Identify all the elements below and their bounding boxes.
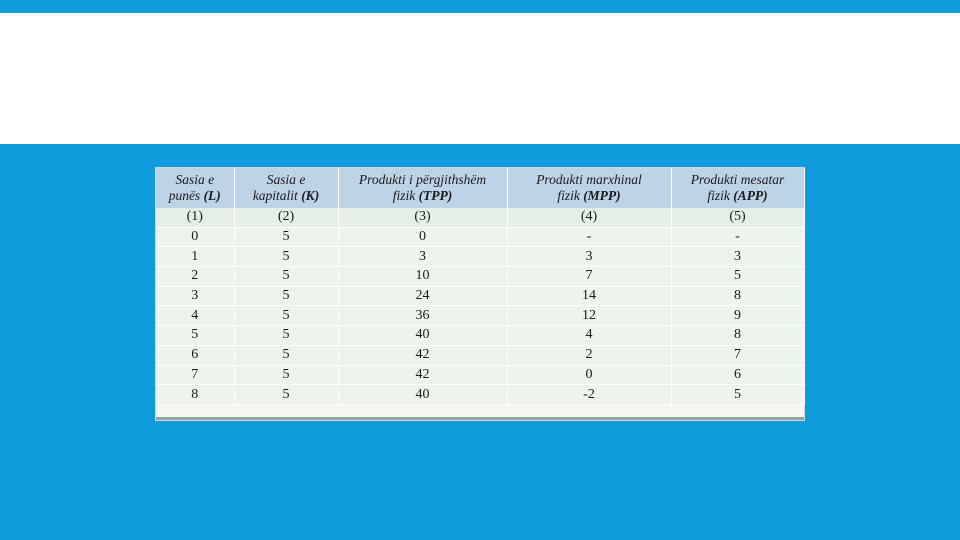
table-row: 5 5 40 4 8 bbox=[156, 325, 805, 346]
table-cell: 8 bbox=[671, 286, 805, 307]
table-cell: 42 bbox=[338, 365, 508, 386]
table-cell: 7 bbox=[671, 345, 805, 366]
column-number: (4) bbox=[507, 208, 672, 228]
header-marginal-product: Produkti marxhinal fizik (MPP) bbox=[507, 168, 672, 208]
table-cell: 3 bbox=[338, 246, 508, 268]
table-cell: 6 bbox=[671, 365, 805, 386]
table-cell: 3 bbox=[156, 286, 235, 307]
table-row: 4 5 36 12 9 bbox=[156, 305, 805, 327]
table-cell: 0 bbox=[156, 227, 235, 248]
table-cell: 3 bbox=[507, 246, 672, 268]
table-cell: 7 bbox=[507, 266, 672, 287]
table-cell: 10 bbox=[338, 266, 508, 287]
table-cell: 2 bbox=[507, 345, 672, 366]
table-cell: 3 bbox=[671, 246, 805, 268]
table-cell: 6 bbox=[156, 345, 235, 366]
table-row: 7 5 42 0 6 bbox=[156, 365, 805, 386]
table-cell: 40 bbox=[338, 325, 508, 346]
table-cell: 8 bbox=[671, 325, 805, 346]
table-cell: 9 bbox=[671, 305, 805, 327]
table-cell: -2 bbox=[507, 384, 672, 405]
table-row: 2 5 10 7 5 bbox=[156, 266, 805, 287]
table-cell: 42 bbox=[338, 345, 508, 366]
table-cell: 7 bbox=[156, 365, 235, 386]
table-cell: 5 bbox=[234, 227, 339, 248]
table-cell: 4 bbox=[507, 325, 672, 346]
production-table-image: Sasia e punës (L) Sasia e kapitalit (K) … bbox=[156, 168, 805, 420]
table-cell: 5 bbox=[234, 305, 339, 327]
table-cell: 24 bbox=[338, 286, 508, 307]
header-capital: Sasia e kapitalit (K) bbox=[234, 168, 339, 208]
table-cell: 5 bbox=[234, 286, 339, 307]
table-cell: 5 bbox=[234, 345, 339, 366]
table-bottom-rule bbox=[156, 417, 804, 420]
table-cell: 5 bbox=[234, 266, 339, 287]
table-cell: 0 bbox=[507, 365, 672, 386]
table-cell: 5 bbox=[234, 384, 339, 405]
header-average-product: Produkti mesatar fizik (APP) bbox=[671, 168, 805, 208]
table-cell: - bbox=[507, 227, 672, 248]
header-total-product: Produkti i përgjithshëm fizik (TPP) bbox=[338, 168, 508, 208]
table-cell: 36 bbox=[338, 305, 508, 327]
table-row: 6 5 42 2 7 bbox=[156, 345, 805, 366]
table-row: 3 5 24 14 8 bbox=[156, 286, 805, 307]
table-cell: 14 bbox=[507, 286, 672, 307]
table-cell: 5 bbox=[234, 246, 339, 268]
column-number-row: (1) (2) (3) (4) (5) bbox=[156, 208, 805, 228]
table-cell: 12 bbox=[507, 305, 672, 327]
table-cell: 5 bbox=[234, 325, 339, 346]
table-cell: 40 bbox=[338, 384, 508, 405]
table-cell: 5 bbox=[156, 325, 235, 346]
table-cell: 0 bbox=[338, 227, 508, 248]
table-row: 8 5 40 -2 5 bbox=[156, 384, 805, 405]
header-labor: Sasia e punës (L) bbox=[156, 168, 235, 208]
table-cell: 2 bbox=[156, 266, 235, 287]
table-cell: 8 bbox=[156, 384, 235, 405]
column-number: (5) bbox=[671, 208, 805, 228]
production-table: Sasia e punës (L) Sasia e kapitalit (K) … bbox=[156, 168, 805, 405]
table-cell: 1 bbox=[156, 246, 235, 268]
header-row: Sasia e punës (L) Sasia e kapitalit (K) … bbox=[156, 168, 805, 208]
table-cell: 4 bbox=[156, 305, 235, 327]
table-cell: 5 bbox=[671, 266, 805, 287]
table-cell: 5 bbox=[671, 384, 805, 405]
column-number: (2) bbox=[234, 208, 339, 228]
column-number: (1) bbox=[156, 208, 235, 228]
column-number: (3) bbox=[338, 208, 508, 228]
slide-title-area bbox=[0, 13, 960, 144]
table-cell: 5 bbox=[234, 365, 339, 386]
table-cell: - bbox=[671, 227, 805, 248]
